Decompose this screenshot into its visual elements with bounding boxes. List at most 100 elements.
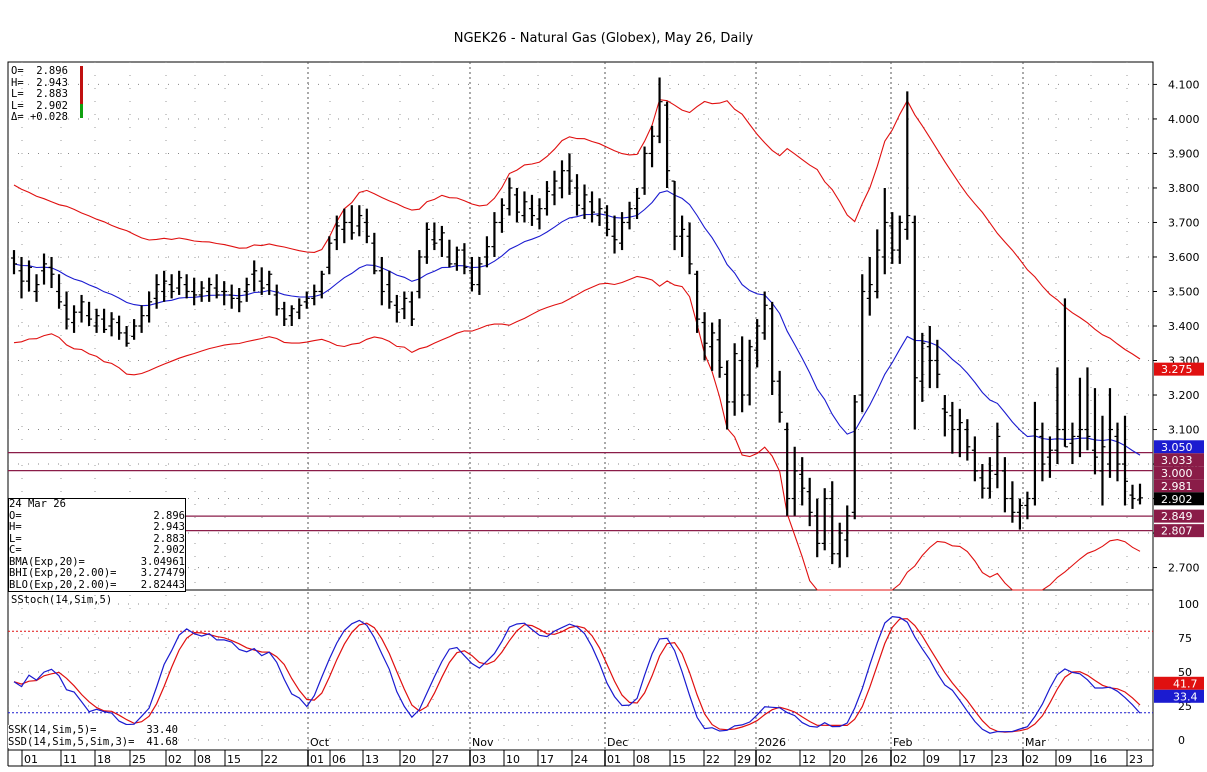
ohlc-bar [964, 419, 970, 460]
ohlc-bar [221, 281, 227, 305]
ohlc-bar [687, 222, 693, 274]
ohlc-bar [979, 464, 985, 499]
ohlc-bar [814, 499, 820, 558]
ohlc-bar [792, 447, 798, 516]
info-row: BHI(Exp,20,2.00)= 3.27479 [9, 568, 185, 580]
ohlc-bar [229, 285, 235, 309]
date-tick-label: 11 [63, 753, 77, 766]
date-tick-label: 18 [97, 753, 111, 766]
header-ohlc-row: O= 2.896 [11, 66, 68, 78]
price-label-box: 2.807 [1154, 524, 1204, 538]
info-box: 24 Mar 26 O= 2.896 H= 2.943 L= 2.883 C= 2.902 BM… [8, 498, 186, 592]
date-tick-label: 01 [310, 753, 324, 766]
date-tick-label: 02 [758, 753, 772, 766]
ohlc-bar [664, 102, 670, 188]
mini-bar-green [80, 104, 83, 118]
ohlc-bar [709, 323, 715, 371]
ohlc-bar [837, 523, 843, 568]
date-tick-label: 16 [1093, 753, 1107, 766]
ohlc-bar [56, 274, 62, 309]
ohlc-bar [859, 274, 865, 412]
ohlc-bar [1069, 423, 1075, 464]
ohlc-bar [1129, 485, 1135, 509]
month-label: 2026 [758, 736, 786, 749]
stochastic-pane-frame [8, 590, 1153, 750]
date-tick-label: 22 [264, 753, 278, 766]
price-label-box: 3.050 [1154, 440, 1204, 454]
info-row: H= 2.943 [9, 522, 185, 534]
price-label-text: 3.033 [1161, 454, 1193, 467]
date-tick-label: 17 [962, 753, 976, 766]
date-tick-label: 01 [607, 753, 621, 766]
ohlc-bar [356, 205, 362, 236]
date-tick-label: 03 [472, 753, 486, 766]
ohlc-bar [672, 181, 678, 250]
ohlc-bar [296, 298, 302, 319]
ohlc-bar [311, 285, 317, 306]
stoch-key: SSD(14,Sim,5,Sim,3)= [8, 737, 134, 749]
date-tick-label: 06 [332, 753, 346, 766]
price-label-box: 3.000 [1154, 466, 1204, 480]
ohlc-bar [476, 257, 482, 295]
stoch-value: 33.40 [146, 725, 178, 737]
price-tick-label: 3.100 [1168, 424, 1200, 437]
ohlc-bar [642, 147, 648, 195]
date-tick-label: 20 [402, 753, 416, 766]
ohlc-bar [184, 274, 190, 298]
ohlc-bar [589, 191, 595, 222]
ohlc-bar [657, 78, 663, 144]
date-tick-label: 08 [636, 753, 650, 766]
price-tick-label: 4.100 [1168, 78, 1200, 91]
ohlc-bar [454, 247, 460, 271]
price-tick-label: 2.700 [1168, 562, 1200, 575]
stochastic-title: SStoch(14,Sim,5) [11, 594, 112, 606]
ohlc-bar [544, 181, 550, 216]
ohlc-bar [1137, 484, 1143, 505]
ohlc-bar [874, 229, 880, 298]
ohlc-bar [551, 171, 557, 206]
ohlc-bar [11, 250, 17, 274]
ohlc-bar [927, 326, 933, 388]
ohlc-bar [957, 409, 963, 457]
date-tick-label: 23 [1129, 753, 1143, 766]
ohlc-bar [897, 216, 903, 264]
ohlc-bar [334, 216, 340, 251]
ohlc-bar [732, 343, 738, 415]
month-label: Feb [893, 736, 912, 749]
ohlc-bar [244, 278, 250, 302]
ohlc-bar [529, 195, 535, 226]
stoch-tick-label: 100 [1178, 598, 1199, 611]
info-rows: O= 2.896 H= 2.943 L= 2.883 C= 2.902 BMA(Exp,20)=… [9, 511, 185, 592]
header-ohlc-readout: O= 2.896 H= 2.943 L= 2.883 L= 2.902 Δ= +0.02… [11, 66, 68, 124]
date-tick-label: 02 [1025, 753, 1039, 766]
ohlc-bar [416, 250, 422, 298]
date-tick-label: 02 [893, 753, 907, 766]
price-tick-label: 3.500 [1168, 285, 1200, 298]
stoch-label-text: 41.7 [1173, 677, 1198, 690]
chart-frames [8, 62, 1153, 766]
ohlc-bar [349, 205, 355, 240]
ohlc-bar [747, 340, 753, 406]
ohlc-bar [191, 278, 197, 306]
info-date: 24 Mar 26 [9, 499, 185, 511]
ohlc-bar [949, 402, 955, 454]
ohlc-bar [424, 222, 430, 263]
bollinger-moving-average [14, 191, 1140, 455]
ohlc-bar [146, 291, 152, 322]
ohlc-bar [1047, 436, 1053, 477]
price-label-box: 2.981 [1154, 479, 1204, 493]
ohlc-bar [281, 302, 287, 326]
month-label: Oct [310, 736, 330, 749]
ohlc-bar [499, 198, 505, 233]
price-label-text: 3.275 [1161, 363, 1193, 376]
ohlc-bar [41, 254, 47, 285]
ohlc-bar [1107, 388, 1113, 478]
ohlc-bars [11, 78, 1143, 568]
stochastic-readout: SSK(14,Sim,5)= 33.40 SSD(14,Sim,5,Sim,3)= 4… [8, 725, 178, 748]
ohlc-bar [597, 198, 603, 226]
ohlc-bar [762, 291, 768, 339]
ohlc-bar [627, 202, 633, 230]
ohlc-bar [199, 281, 205, 302]
date-tick-label: 01 [24, 753, 38, 766]
